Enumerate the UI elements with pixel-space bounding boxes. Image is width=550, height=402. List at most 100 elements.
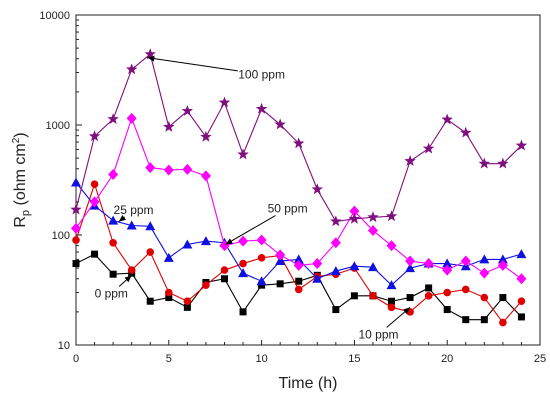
annotation-arrow xyxy=(386,306,411,328)
data-point xyxy=(200,236,211,246)
data-point xyxy=(499,318,507,327)
y-axis-title-suffix: ) xyxy=(12,132,29,137)
y-axis-ticks: 10 100 1000 10000 xyxy=(39,10,82,352)
y-tick-label: 10000 xyxy=(39,10,70,22)
data-point xyxy=(256,234,267,246)
data-point xyxy=(109,270,117,278)
data-point xyxy=(71,177,81,187)
data-point xyxy=(497,157,509,169)
data-point xyxy=(388,297,396,305)
annotation-label: 10 ppm xyxy=(359,327,399,341)
data-point xyxy=(348,212,361,224)
data-point xyxy=(165,294,173,302)
y-axis-title: Rp (ohm cm2) xyxy=(11,132,32,227)
data-point xyxy=(276,280,284,288)
data-point xyxy=(181,105,194,116)
data-point xyxy=(425,284,433,292)
data-point xyxy=(312,258,323,270)
data-point xyxy=(125,63,138,75)
data-point xyxy=(200,130,212,142)
data-point xyxy=(72,260,80,268)
annotation-label: 0 ppm xyxy=(95,287,128,301)
data-point xyxy=(218,96,231,108)
data-point xyxy=(350,292,358,300)
data-point xyxy=(515,139,528,151)
series-triangle xyxy=(71,177,527,290)
x-axis-title: Time (h) xyxy=(279,375,338,392)
data-point xyxy=(478,157,491,169)
plot-frame xyxy=(75,14,541,346)
data-point xyxy=(516,273,527,285)
data-point xyxy=(330,237,341,249)
data-point xyxy=(424,292,433,300)
series-layer xyxy=(70,48,528,327)
data-point xyxy=(423,258,434,270)
data-point xyxy=(126,112,137,124)
data-point xyxy=(479,254,490,264)
data-point xyxy=(182,163,193,175)
data-point xyxy=(255,102,268,114)
data-point xyxy=(442,264,453,276)
data-point xyxy=(443,288,452,297)
data-point xyxy=(239,259,247,268)
data-point xyxy=(499,294,507,302)
data-point xyxy=(91,250,99,258)
data-point xyxy=(443,306,451,314)
data-point xyxy=(127,266,136,274)
data-point xyxy=(220,275,228,283)
data-point xyxy=(517,313,525,321)
data-point xyxy=(89,196,100,208)
data-point xyxy=(293,254,304,264)
data-point xyxy=(294,285,303,294)
data-point xyxy=(145,221,156,231)
annotation-label: 50 ppm xyxy=(268,202,308,216)
data-point xyxy=(293,259,304,271)
data-point xyxy=(480,293,489,302)
data-point xyxy=(441,113,453,125)
series-diamond xyxy=(71,112,527,285)
y-tick-label: 10 xyxy=(58,340,70,352)
annotation-arrow xyxy=(118,274,133,287)
data-point xyxy=(516,249,527,259)
data-point xyxy=(163,252,174,262)
data-point xyxy=(295,277,303,285)
data-point xyxy=(311,183,323,195)
data-point xyxy=(108,215,119,225)
data-point xyxy=(183,297,192,306)
data-point xyxy=(257,254,266,262)
data-point xyxy=(238,268,249,278)
data-point xyxy=(330,215,342,227)
data-point xyxy=(144,48,156,60)
y-axis-title-sub: p xyxy=(20,210,32,216)
data-point xyxy=(367,224,378,236)
data-point xyxy=(517,297,526,306)
x-tick-label: 5 xyxy=(166,353,172,365)
data-point xyxy=(163,164,174,176)
data-point xyxy=(182,239,193,249)
x-tick-label: 20 xyxy=(441,353,453,365)
data-point xyxy=(367,211,379,223)
data-point xyxy=(146,248,155,256)
data-point xyxy=(385,210,398,222)
annotation-arrow xyxy=(147,55,238,72)
data-point xyxy=(460,126,472,138)
data-point xyxy=(237,148,249,160)
y-axis-title-unit: (ohm cm xyxy=(12,143,29,210)
data-point xyxy=(275,249,286,261)
data-point xyxy=(109,238,117,247)
annotations: 100 ppm 50 ppm 25 ppm 0 ppm 10 ppm xyxy=(95,55,411,341)
data-point xyxy=(369,292,377,300)
data-point xyxy=(497,254,508,264)
data-point xyxy=(220,266,229,274)
y-axis-title-main: R xyxy=(12,216,29,228)
data-point xyxy=(274,118,286,130)
data-point xyxy=(146,297,154,305)
y-tick-label: 100 xyxy=(52,230,70,242)
data-point xyxy=(256,276,267,286)
data-point xyxy=(387,303,396,312)
data-point xyxy=(107,113,119,125)
data-point xyxy=(422,142,435,154)
annotation-arrow xyxy=(118,215,127,223)
data-point xyxy=(202,281,210,289)
